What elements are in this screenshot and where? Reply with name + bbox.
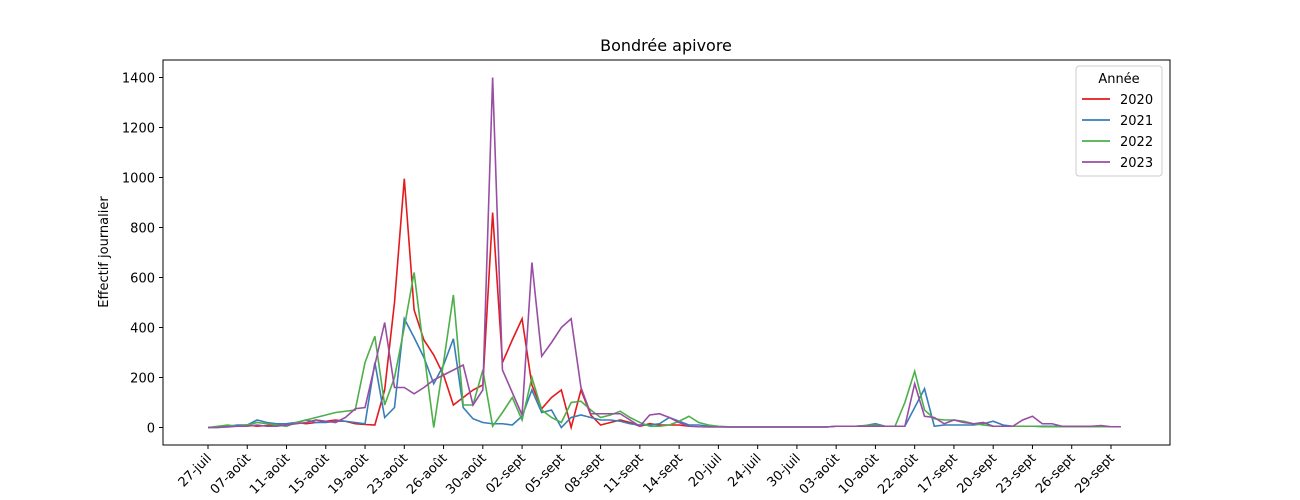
- y-tick-label: 200: [130, 372, 155, 387]
- y-tick-label: 0: [147, 422, 155, 437]
- series-line: [208, 77, 1121, 429]
- legend-box: [1075, 65, 1163, 177]
- legend-label: 2023: [1120, 156, 1153, 171]
- y-tick-label: 1400: [122, 72, 155, 87]
- legend-label: 2022: [1120, 135, 1153, 150]
- legend-label: 2020: [1120, 93, 1153, 108]
- y-axis-label: Effectif journalier: [97, 196, 112, 308]
- legend-title: Année: [1098, 72, 1139, 87]
- plot-frame: [162, 59, 1171, 446]
- chart-title: Bondrée apivore: [600, 36, 732, 55]
- y-tick-label: 400: [130, 322, 155, 337]
- y-tick-label: 1200: [122, 122, 155, 137]
- y-tick-label: 600: [130, 272, 155, 287]
- series-line: [208, 316, 1121, 429]
- y-tick-label: 800: [130, 222, 155, 237]
- y-tick-label: 1000: [122, 172, 155, 187]
- legend-label: 2021: [1120, 114, 1153, 129]
